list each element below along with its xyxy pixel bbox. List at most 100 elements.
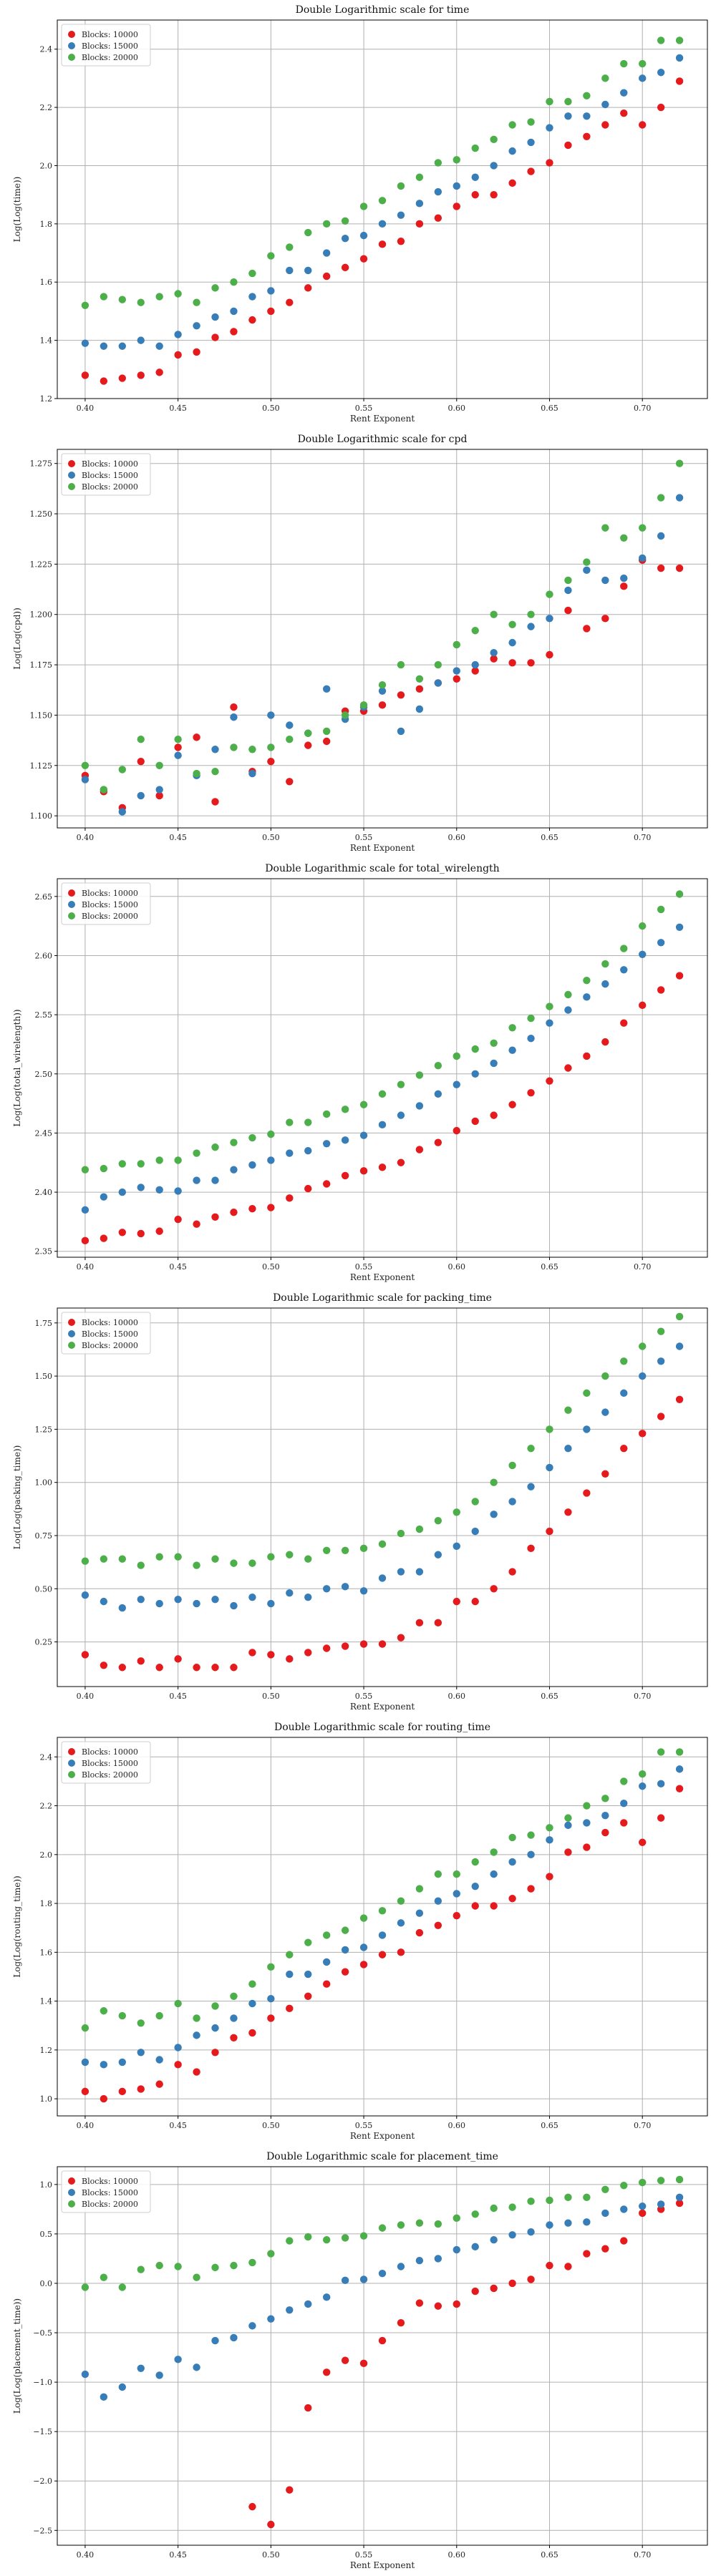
data-point [434, 1090, 442, 1098]
y-tick-label: 1.175 [30, 660, 53, 670]
data-point [267, 1130, 275, 1138]
legend-marker [68, 472, 75, 479]
data-point [322, 737, 331, 746]
data-point [397, 1080, 405, 1088]
data-point [583, 92, 591, 99]
data-point [564, 1444, 572, 1453]
data-point [322, 220, 331, 228]
data-point [657, 1780, 665, 1788]
data-point [230, 2014, 238, 2022]
data-point [583, 1819, 591, 1827]
data-point [657, 494, 665, 502]
data-point [211, 798, 219, 806]
data-point [583, 976, 591, 985]
data-point [601, 1795, 609, 1802]
data-point [174, 2263, 182, 2270]
y-tick-label: 2.60 [35, 951, 53, 960]
x-tick-label: 0.55 [355, 404, 373, 413]
data-point [359, 1131, 368, 1139]
data-point [675, 1785, 684, 1792]
data-point [100, 2007, 108, 2015]
x-tick-label: 0.40 [77, 2121, 95, 2130]
data-point [434, 2255, 442, 2263]
data-point [211, 1176, 219, 1184]
data-point [415, 2257, 424, 2265]
data-point [415, 1568, 424, 1576]
plot-frame [57, 2166, 708, 2546]
data-point [415, 1909, 424, 1917]
data-point [211, 1595, 219, 1604]
data-point [193, 322, 200, 330]
x-tick-label: 0.55 [355, 1262, 373, 1272]
data-point [675, 923, 684, 931]
data-point [546, 1002, 553, 1010]
x-tick-label: 0.40 [77, 2550, 95, 2560]
data-point [675, 890, 684, 898]
data-point [657, 986, 665, 994]
data-point [248, 1205, 256, 1213]
legend-marker [68, 42, 75, 49]
data-point [378, 1090, 387, 1098]
x-tick-label: 0.60 [448, 2121, 466, 2130]
x-tick-label: 0.60 [448, 2550, 466, 2560]
series-3 [81, 890, 684, 1174]
data-point [434, 1061, 442, 1070]
y-tick-label: 1.125 [30, 761, 53, 771]
data-point [359, 2275, 368, 2283]
data-point [564, 1814, 572, 1822]
y-tick-label: 1.2 [40, 394, 53, 404]
legend-label: Blocks: 15000 [82, 471, 138, 480]
x-axis-label: Rent Exponent [350, 2131, 415, 2141]
x-tick-label: 0.70 [634, 833, 652, 842]
data-point [415, 675, 424, 683]
data-point [639, 59, 647, 68]
data-point [100, 293, 108, 301]
data-point [81, 339, 90, 347]
series-3 [81, 1312, 684, 1569]
y-axis-label: Log(Log(placement_time)) [12, 2298, 22, 2414]
data-point [155, 2011, 163, 2020]
data-point [508, 1046, 516, 1054]
x-tick-label: 0.70 [634, 2550, 652, 2560]
data-point [490, 135, 498, 144]
data-point [564, 1848, 572, 1856]
data-point [453, 2245, 460, 2254]
data-point [322, 727, 331, 736]
y-tick-label: 2.0 [40, 161, 53, 170]
data-point [620, 1819, 628, 1827]
data-point [174, 2356, 182, 2363]
data-point [415, 2299, 424, 2307]
data-point [657, 1357, 665, 1365]
data-point [620, 945, 628, 952]
data-point [490, 1111, 498, 1119]
data-point [378, 681, 387, 689]
data-point [230, 713, 238, 721]
data-point [620, 1444, 628, 1453]
data-point [546, 1824, 553, 1832]
data-point [620, 1777, 628, 1785]
data-point [322, 1180, 331, 1188]
data-point [546, 2221, 553, 2229]
data-point [508, 1568, 516, 1576]
data-point [508, 1461, 516, 1470]
data-point [620, 2205, 628, 2213]
data-point [248, 1593, 256, 1601]
data-point [230, 1166, 238, 1174]
data-point [248, 2502, 256, 2511]
x-tick-label: 0.70 [634, 1262, 652, 1272]
legend-label: Blocks: 15000 [82, 42, 138, 51]
data-point [471, 1882, 479, 1890]
data-point [378, 1931, 387, 1939]
x-tick-label: 0.70 [634, 1692, 652, 1701]
data-point [508, 147, 516, 155]
data-point [508, 1895, 516, 1903]
data-point [378, 1907, 387, 1915]
data-point [174, 2044, 182, 2051]
data-point [564, 2219, 572, 2227]
data-point [527, 610, 535, 618]
x-tick-label: 0.55 [355, 2121, 373, 2130]
data-point [434, 187, 442, 196]
data-point [639, 1770, 647, 1778]
chart-panel-1: Double Logarithmic scale for time 0.40 0.4… [12, 4, 708, 424]
data-point [230, 328, 238, 336]
